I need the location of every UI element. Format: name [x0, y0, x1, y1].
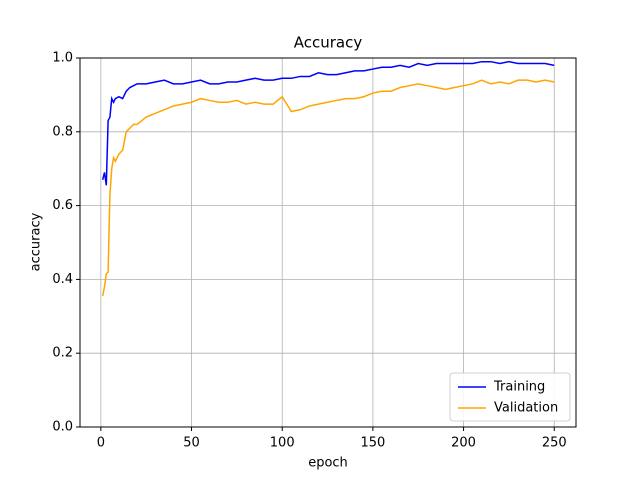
- x-tick-label: 150: [360, 436, 385, 451]
- chart-title: Accuracy: [294, 34, 363, 52]
- legend-label: Validation: [494, 401, 558, 416]
- x-tick-label: 200: [451, 436, 476, 451]
- y-tick-label: 0.8: [52, 124, 73, 139]
- legend-label: Training: [493, 380, 545, 395]
- y-tick-label: 0.6: [52, 198, 73, 213]
- x-tick-label: 250: [542, 436, 567, 451]
- line-series: [101, 60, 555, 186]
- x-tick-label: 0: [97, 436, 105, 451]
- y-tick-label: 1.0: [52, 51, 73, 66]
- y-tick-label: 0.0: [52, 420, 73, 435]
- x-tick-label: 50: [183, 436, 200, 451]
- line-series: [101, 79, 555, 297]
- plot-frame: [79, 57, 577, 428]
- y-tick-label: 0.4: [52, 272, 73, 287]
- legend-box: [449, 372, 571, 422]
- x-tick-label: 100: [270, 436, 295, 451]
- x-axis-label: epoch: [308, 456, 348, 471]
- y-tick-label: 0.2: [52, 346, 73, 361]
- y-axis-label: accuracy: [29, 212, 44, 271]
